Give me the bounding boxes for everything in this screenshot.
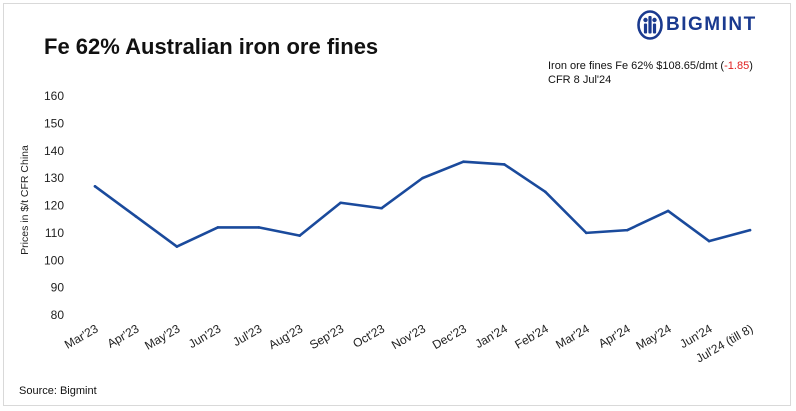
x-tick-label: Jun'23	[186, 321, 224, 351]
x-tick-label: Aug'23	[266, 321, 305, 352]
x-tick-label: Apr'23	[105, 321, 142, 350]
price-annotation: Iron ore fines Fe 62% $108.65/dmt (-1.85…	[548, 59, 753, 87]
data-point	[421, 176, 424, 180]
data-point	[666, 209, 670, 213]
data-point	[462, 160, 465, 163]
y-tick-label: 90	[51, 281, 65, 295]
bigmint-logo-icon	[637, 10, 663, 40]
data-point	[134, 215, 138, 218]
y-tick-label: 150	[44, 116, 64, 130]
chart-frame	[3, 3, 791, 406]
brand-logo: BIGMINT	[637, 8, 787, 42]
y-tick-label: 110	[45, 226, 64, 240]
data-point	[339, 201, 342, 205]
y-tick-label: 120	[44, 199, 64, 213]
x-tick-label: Dec'23	[430, 321, 469, 352]
y-axis-label: Prices in $/t CFR China	[19, 145, 31, 255]
x-tick-label: Jul'23	[230, 321, 264, 349]
y-tick-label: 140	[44, 144, 64, 158]
y-tick-label: 160	[44, 89, 64, 103]
chart-title: Fe 62% Australian iron ore fines	[44, 34, 379, 59]
data-point	[175, 245, 179, 248]
price-annotation-prefix: Iron ore fines Fe 62% $108.65/dmt (	[548, 60, 725, 72]
x-tick-label: Apr'24	[596, 321, 633, 350]
x-tick-label: Nov'23	[389, 321, 428, 352]
source-note: Source: Bigmint	[19, 385, 97, 397]
series-lines	[93, 160, 752, 248]
brand-name: BIGMINT	[666, 14, 757, 35]
price-change: -1.85	[724, 60, 750, 72]
y-tick-label: 100	[44, 253, 64, 267]
data-point	[584, 231, 588, 235]
price-annotation-line1: Iron ore fines Fe 62% $108.65/dmt (-1.85…	[548, 59, 753, 73]
data-point	[93, 185, 97, 188]
y-tick-label: 80	[51, 308, 65, 322]
x-tick-label: Oct'23	[350, 321, 387, 350]
x-tick-label: May'23	[142, 321, 182, 352]
y-axis-ticks: 80 90 100 110 120 130 140 150 160	[44, 89, 64, 322]
x-tick-label: May'24	[633, 321, 673, 352]
x-tick-label: Feb'24	[512, 321, 551, 351]
series-line-0	[93, 160, 752, 248]
data-point	[503, 163, 506, 166]
data-point	[216, 226, 220, 229]
data-point	[748, 228, 752, 232]
data-point	[257, 226, 261, 229]
y-tick-label: 130	[44, 171, 64, 185]
x-tick-label: Sep'23	[307, 321, 346, 352]
data-point	[544, 190, 547, 194]
x-axis-ticks: Mar'23 Apr'23 May'23 Jun'23 Jul'23 Aug'23 Sep'…	[62, 321, 755, 365]
price-annotation-line2: CFR 8 Jul'24	[548, 74, 612, 86]
price-annotation-suffix: )	[749, 60, 753, 72]
x-tick-label: Jan'24	[473, 321, 511, 351]
x-tick-label: Mar'24	[553, 321, 592, 351]
data-point	[625, 228, 629, 232]
data-point	[380, 206, 383, 210]
data-point	[707, 239, 711, 243]
x-tick-label: Mar'23	[62, 321, 101, 351]
data-point	[298, 234, 301, 237]
